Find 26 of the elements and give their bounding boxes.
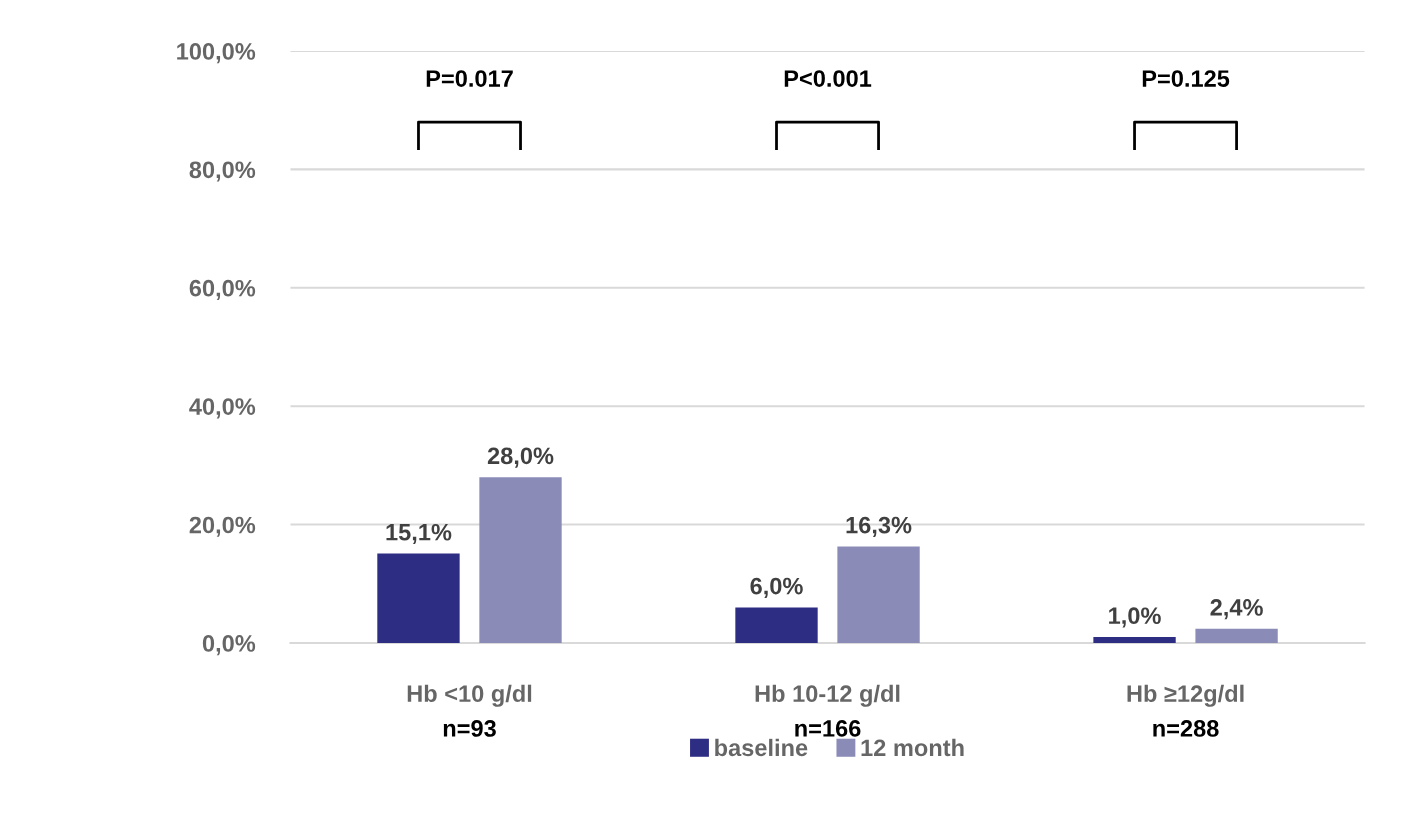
legend-label: baseline xyxy=(715,738,808,757)
x-tick-label: Hb ≥12g/dl n=288 xyxy=(1127,684,1244,737)
bar xyxy=(377,553,460,643)
data-label: 16,3% xyxy=(846,516,912,537)
bar xyxy=(1195,628,1278,643)
y-tick-label: 20,0% xyxy=(189,516,256,537)
y-tick-label: 60,0% xyxy=(189,279,256,300)
bar xyxy=(1093,637,1176,643)
y-tick-label: 40,0% xyxy=(189,398,256,419)
bar xyxy=(837,546,920,643)
y-tick-label: 100,0% xyxy=(177,43,256,64)
data-label: 2,4% xyxy=(1210,599,1263,620)
x-tick-label: Hb <10 g/dl n=93 xyxy=(407,684,532,737)
data-label: 6,0% xyxy=(750,577,803,598)
annotation: P<0.001 xyxy=(784,70,872,87)
x-tick-label: Hb 10-12 g/dl n=166 xyxy=(755,684,900,737)
data-label: 28,0% xyxy=(487,447,554,468)
annotation: P=0.125 xyxy=(1142,70,1230,87)
bar xyxy=(735,607,818,643)
data-label: 15,1% xyxy=(386,523,452,545)
data-label: 1,0% xyxy=(1109,607,1161,628)
bar xyxy=(479,477,562,643)
legend-label: 12 month xyxy=(861,738,964,757)
annotation: P=0.017 xyxy=(426,70,513,87)
y-tick-label: 80,0% xyxy=(189,161,256,182)
y-tick-label: 0,0% xyxy=(202,635,256,656)
